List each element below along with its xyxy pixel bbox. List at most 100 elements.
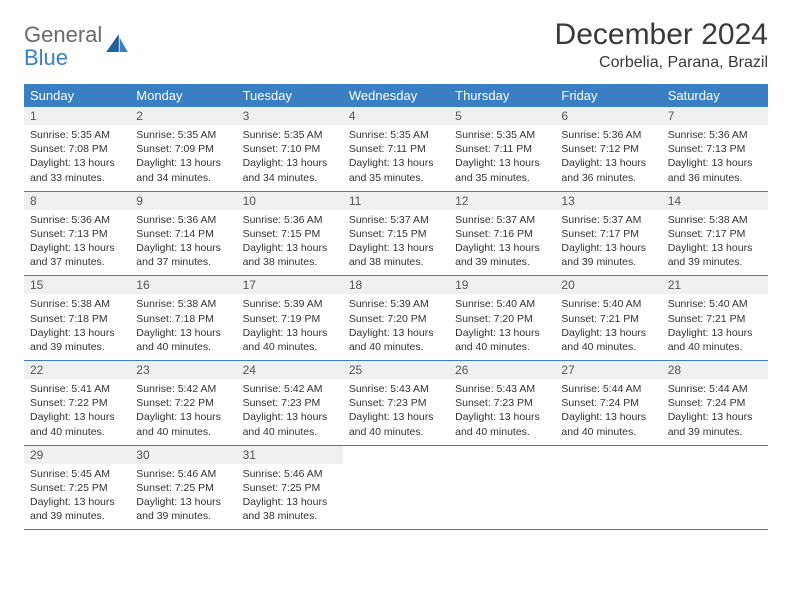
calendar-cell: 4Sunrise: 5:35 AMSunset: 7:11 PMDaylight… bbox=[343, 107, 449, 191]
calendar-cell: 13Sunrise: 5:37 AMSunset: 7:17 PMDayligh… bbox=[555, 191, 661, 276]
calendar-week-row: 8Sunrise: 5:36 AMSunset: 7:13 PMDaylight… bbox=[24, 191, 768, 276]
calendar-cell: 25Sunrise: 5:43 AMSunset: 7:23 PMDayligh… bbox=[343, 361, 449, 446]
day-number: 1 bbox=[24, 107, 130, 125]
calendar-cell: 1Sunrise: 5:35 AMSunset: 7:08 PMDaylight… bbox=[24, 107, 130, 191]
day-number: 4 bbox=[343, 107, 449, 125]
day-body: Sunrise: 5:36 AMSunset: 7:14 PMDaylight:… bbox=[130, 210, 236, 276]
calendar-cell: .. bbox=[343, 445, 449, 530]
calendar-cell: 21Sunrise: 5:40 AMSunset: 7:21 PMDayligh… bbox=[662, 276, 768, 361]
day-body: Sunrise: 5:35 AMSunset: 7:11 PMDaylight:… bbox=[343, 125, 449, 191]
logo-text-general: General bbox=[24, 22, 102, 47]
calendar-week-row: 22Sunrise: 5:41 AMSunset: 7:22 PMDayligh… bbox=[24, 361, 768, 446]
day-number: 28 bbox=[662, 361, 768, 379]
day-body: Sunrise: 5:43 AMSunset: 7:23 PMDaylight:… bbox=[449, 379, 555, 445]
day-number: 23 bbox=[130, 361, 236, 379]
day-number: 9 bbox=[130, 192, 236, 210]
day-body: Sunrise: 5:46 AMSunset: 7:25 PMDaylight:… bbox=[237, 464, 343, 530]
calendar-cell: 20Sunrise: 5:40 AMSunset: 7:21 PMDayligh… bbox=[555, 276, 661, 361]
calendar-cell: .. bbox=[555, 445, 661, 530]
header: General Blue December 2024 Corbelia, Par… bbox=[24, 18, 768, 72]
calendar-cell: 9Sunrise: 5:36 AMSunset: 7:14 PMDaylight… bbox=[130, 191, 236, 276]
weekday-header: Saturday bbox=[662, 84, 768, 107]
day-number: 19 bbox=[449, 276, 555, 294]
day-number: 8 bbox=[24, 192, 130, 210]
logo: General Blue bbox=[24, 24, 128, 70]
calendar-cell: 29Sunrise: 5:45 AMSunset: 7:25 PMDayligh… bbox=[24, 445, 130, 530]
day-number: 20 bbox=[555, 276, 661, 294]
logo-sail-icon bbox=[106, 34, 128, 52]
calendar-cell: 14Sunrise: 5:38 AMSunset: 7:17 PMDayligh… bbox=[662, 191, 768, 276]
day-number: 17 bbox=[237, 276, 343, 294]
day-number: 11 bbox=[343, 192, 449, 210]
day-number: 31 bbox=[237, 446, 343, 464]
calendar-cell: 2Sunrise: 5:35 AMSunset: 7:09 PMDaylight… bbox=[130, 107, 236, 191]
calendar-body: 1Sunrise: 5:35 AMSunset: 7:08 PMDaylight… bbox=[24, 107, 768, 530]
month-title: December 2024 bbox=[555, 18, 768, 52]
day-body: Sunrise: 5:37 AMSunset: 7:17 PMDaylight:… bbox=[555, 210, 661, 276]
day-body: Sunrise: 5:39 AMSunset: 7:19 PMDaylight:… bbox=[237, 294, 343, 360]
day-body: Sunrise: 5:35 AMSunset: 7:11 PMDaylight:… bbox=[449, 125, 555, 191]
day-body: Sunrise: 5:46 AMSunset: 7:25 PMDaylight:… bbox=[130, 464, 236, 530]
calendar-cell: 22Sunrise: 5:41 AMSunset: 7:22 PMDayligh… bbox=[24, 361, 130, 446]
day-number: 7 bbox=[662, 107, 768, 125]
day-body: Sunrise: 5:44 AMSunset: 7:24 PMDaylight:… bbox=[555, 379, 661, 445]
calendar-cell: 27Sunrise: 5:44 AMSunset: 7:24 PMDayligh… bbox=[555, 361, 661, 446]
day-body: Sunrise: 5:40 AMSunset: 7:20 PMDaylight:… bbox=[449, 294, 555, 360]
weekday-header-row: SundayMondayTuesdayWednesdayThursdayFrid… bbox=[24, 84, 768, 107]
day-number: 22 bbox=[24, 361, 130, 379]
location: Corbelia, Parana, Brazil bbox=[555, 54, 768, 72]
day-body: Sunrise: 5:44 AMSunset: 7:24 PMDaylight:… bbox=[662, 379, 768, 445]
calendar-cell: .. bbox=[662, 445, 768, 530]
day-body: Sunrise: 5:38 AMSunset: 7:17 PMDaylight:… bbox=[662, 210, 768, 276]
calendar-cell: 10Sunrise: 5:36 AMSunset: 7:15 PMDayligh… bbox=[237, 191, 343, 276]
day-body: Sunrise: 5:36 AMSunset: 7:13 PMDaylight:… bbox=[662, 125, 768, 191]
calendar-cell: 23Sunrise: 5:42 AMSunset: 7:22 PMDayligh… bbox=[130, 361, 236, 446]
calendar-cell: 16Sunrise: 5:38 AMSunset: 7:18 PMDayligh… bbox=[130, 276, 236, 361]
day-body: Sunrise: 5:35 AMSunset: 7:09 PMDaylight:… bbox=[130, 125, 236, 191]
day-number: 16 bbox=[130, 276, 236, 294]
day-number: 30 bbox=[130, 446, 236, 464]
day-body: Sunrise: 5:38 AMSunset: 7:18 PMDaylight:… bbox=[24, 294, 130, 360]
calendar-cell: 26Sunrise: 5:43 AMSunset: 7:23 PMDayligh… bbox=[449, 361, 555, 446]
weekday-header: Wednesday bbox=[343, 84, 449, 107]
calendar-cell: 11Sunrise: 5:37 AMSunset: 7:15 PMDayligh… bbox=[343, 191, 449, 276]
calendar-cell: 28Sunrise: 5:44 AMSunset: 7:24 PMDayligh… bbox=[662, 361, 768, 446]
day-number: 27 bbox=[555, 361, 661, 379]
day-body: Sunrise: 5:39 AMSunset: 7:20 PMDaylight:… bbox=[343, 294, 449, 360]
calendar-week-row: 1Sunrise: 5:35 AMSunset: 7:08 PMDaylight… bbox=[24, 107, 768, 191]
day-number: 2 bbox=[130, 107, 236, 125]
day-number: 3 bbox=[237, 107, 343, 125]
calendar-cell: 7Sunrise: 5:36 AMSunset: 7:13 PMDaylight… bbox=[662, 107, 768, 191]
calendar-cell: 30Sunrise: 5:46 AMSunset: 7:25 PMDayligh… bbox=[130, 445, 236, 530]
day-body: Sunrise: 5:37 AMSunset: 7:16 PMDaylight:… bbox=[449, 210, 555, 276]
calendar-cell: 24Sunrise: 5:42 AMSunset: 7:23 PMDayligh… bbox=[237, 361, 343, 446]
day-number: 6 bbox=[555, 107, 661, 125]
day-number: 12 bbox=[449, 192, 555, 210]
calendar-cell: 3Sunrise: 5:35 AMSunset: 7:10 PMDaylight… bbox=[237, 107, 343, 191]
calendar-cell: 19Sunrise: 5:40 AMSunset: 7:20 PMDayligh… bbox=[449, 276, 555, 361]
weekday-header: Thursday bbox=[449, 84, 555, 107]
day-body: Sunrise: 5:37 AMSunset: 7:15 PMDaylight:… bbox=[343, 210, 449, 276]
calendar-cell: 5Sunrise: 5:35 AMSunset: 7:11 PMDaylight… bbox=[449, 107, 555, 191]
day-body: Sunrise: 5:41 AMSunset: 7:22 PMDaylight:… bbox=[24, 379, 130, 445]
calendar-week-row: 29Sunrise: 5:45 AMSunset: 7:25 PMDayligh… bbox=[24, 445, 768, 530]
day-body: Sunrise: 5:40 AMSunset: 7:21 PMDaylight:… bbox=[555, 294, 661, 360]
calendar-table: SundayMondayTuesdayWednesdayThursdayFrid… bbox=[24, 84, 768, 530]
calendar-cell: 18Sunrise: 5:39 AMSunset: 7:20 PMDayligh… bbox=[343, 276, 449, 361]
day-body: Sunrise: 5:38 AMSunset: 7:18 PMDaylight:… bbox=[130, 294, 236, 360]
day-body: Sunrise: 5:43 AMSunset: 7:23 PMDaylight:… bbox=[343, 379, 449, 445]
weekday-header: Monday bbox=[130, 84, 236, 107]
day-number: 29 bbox=[24, 446, 130, 464]
day-number: 18 bbox=[343, 276, 449, 294]
weekday-header: Friday bbox=[555, 84, 661, 107]
day-body: Sunrise: 5:35 AMSunset: 7:08 PMDaylight:… bbox=[24, 125, 130, 191]
day-body: Sunrise: 5:36 AMSunset: 7:13 PMDaylight:… bbox=[24, 210, 130, 276]
weekday-header: Sunday bbox=[24, 84, 130, 107]
day-number: 13 bbox=[555, 192, 661, 210]
day-number: 24 bbox=[237, 361, 343, 379]
day-number: 25 bbox=[343, 361, 449, 379]
day-number: 14 bbox=[662, 192, 768, 210]
weekday-header: Tuesday bbox=[237, 84, 343, 107]
day-body: Sunrise: 5:35 AMSunset: 7:10 PMDaylight:… bbox=[237, 125, 343, 191]
day-body: Sunrise: 5:42 AMSunset: 7:23 PMDaylight:… bbox=[237, 379, 343, 445]
